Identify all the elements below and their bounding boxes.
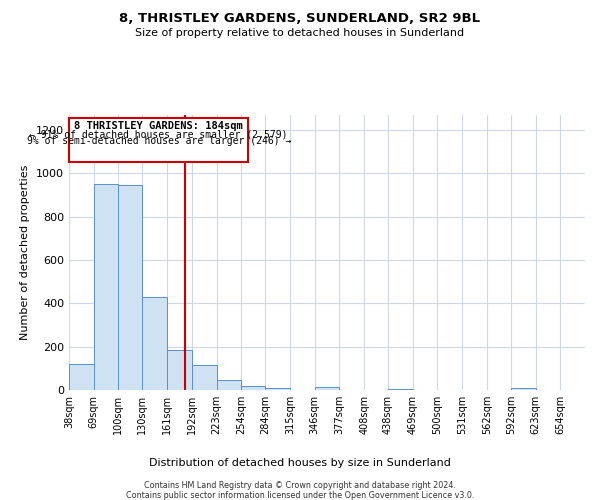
Bar <box>314 387 340 390</box>
Text: Distribution of detached houses by size in Sunderland: Distribution of detached houses by size … <box>149 458 451 468</box>
Text: 8, THRISTLEY GARDENS, SUNDERLAND, SR2 9BL: 8, THRISTLEY GARDENS, SUNDERLAND, SR2 9B… <box>119 12 481 26</box>
Bar <box>142 297 167 390</box>
Bar <box>388 389 413 390</box>
Text: ← 91% of detached houses are smaller (2,579): ← 91% of detached houses are smaller (2,… <box>29 129 288 139</box>
Bar <box>241 386 265 390</box>
FancyBboxPatch shape <box>69 118 248 162</box>
Text: Contains HM Land Registry data © Crown copyright and database right 2024.: Contains HM Land Registry data © Crown c… <box>144 481 456 490</box>
Text: 8 THRISTLEY GARDENS: 184sqm: 8 THRISTLEY GARDENS: 184sqm <box>74 122 243 132</box>
Bar <box>69 364 94 390</box>
Y-axis label: Number of detached properties: Number of detached properties <box>20 165 31 340</box>
Text: Contains public sector information licensed under the Open Government Licence v3: Contains public sector information licen… <box>126 491 474 500</box>
Text: Size of property relative to detached houses in Sunderland: Size of property relative to detached ho… <box>136 28 464 38</box>
Bar <box>217 380 241 390</box>
Bar <box>94 184 118 390</box>
Bar <box>192 365 217 390</box>
Bar <box>265 388 290 390</box>
Bar <box>167 350 192 390</box>
Bar <box>118 186 142 390</box>
Bar <box>511 388 536 390</box>
Text: 9% of semi-detached houses are larger (246) →: 9% of semi-detached houses are larger (2… <box>26 136 291 145</box>
